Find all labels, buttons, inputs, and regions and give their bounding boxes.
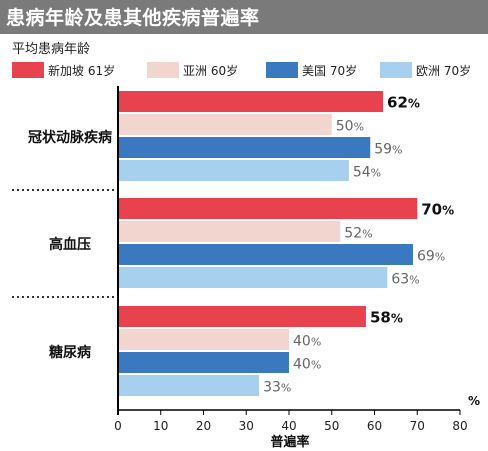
bar	[118, 137, 371, 158]
data-label: 54%	[353, 165, 381, 181]
x-tick-label: 60	[367, 419, 382, 433]
legend-item: 欧洲 70岁	[380, 60, 471, 80]
legend-swatch	[266, 62, 298, 78]
bar	[118, 329, 289, 350]
bar	[118, 114, 332, 135]
x-tick-label: 30	[239, 419, 254, 433]
legend-item: 亚洲 60岁	[147, 60, 238, 80]
bar	[118, 375, 260, 396]
legend-label: 美国 70岁	[302, 63, 358, 78]
data-label: 40%	[293, 357, 321, 373]
x-tick-label: 10	[153, 419, 168, 433]
legend-swatch	[380, 62, 412, 78]
bar	[118, 306, 366, 327]
data-label: 58%	[370, 309, 403, 327]
x-tick-label: 50	[324, 419, 339, 433]
x-tick-label: 70	[410, 419, 425, 433]
bar	[118, 244, 413, 265]
data-label: 33%	[263, 380, 291, 396]
data-label: 69%	[417, 249, 445, 265]
data-label: 52%	[344, 226, 372, 242]
legend-label: 欧洲 70岁	[416, 63, 472, 78]
bar	[118, 198, 418, 219]
chart-title: 患病年龄及患其他疾病普遍率	[6, 7, 260, 29]
legend-label: 亚洲 60岁	[183, 63, 239, 78]
legend-label: 新加坡 61岁	[48, 63, 116, 78]
data-label: 50%	[336, 119, 364, 135]
legend-title: 平均患病年龄	[12, 42, 91, 57]
title-bar: 患病年龄及患其他疾病普遍率	[0, 0, 488, 34]
bar	[118, 221, 341, 242]
bar	[118, 91, 384, 112]
legend-item: 新加坡 61岁	[12, 60, 115, 80]
bar	[118, 267, 388, 288]
legend-swatch	[147, 62, 179, 78]
category-label: 高血压	[49, 236, 91, 253]
data-label: 59%	[374, 142, 402, 158]
x-tick-label: 0	[114, 419, 122, 433]
category-label: 糖尿病	[49, 344, 91, 361]
bar	[118, 160, 349, 181]
x-axis-label: 普遍率	[270, 434, 309, 450]
data-label: 62%	[387, 94, 420, 112]
category-label: 冠状动脉疾病	[28, 129, 112, 146]
data-label: 70%	[421, 201, 454, 219]
bar	[118, 352, 289, 373]
x-tick-label: 40	[281, 419, 296, 433]
legend-item: 美国 70岁	[266, 60, 357, 80]
data-label: 63%	[391, 272, 419, 288]
x-tick-label: 20	[196, 419, 211, 433]
legend-swatch	[12, 62, 44, 78]
data-label: 40%	[293, 334, 321, 350]
x-axis-unit: %	[468, 394, 480, 408]
x-tick-label: 80	[452, 419, 467, 433]
